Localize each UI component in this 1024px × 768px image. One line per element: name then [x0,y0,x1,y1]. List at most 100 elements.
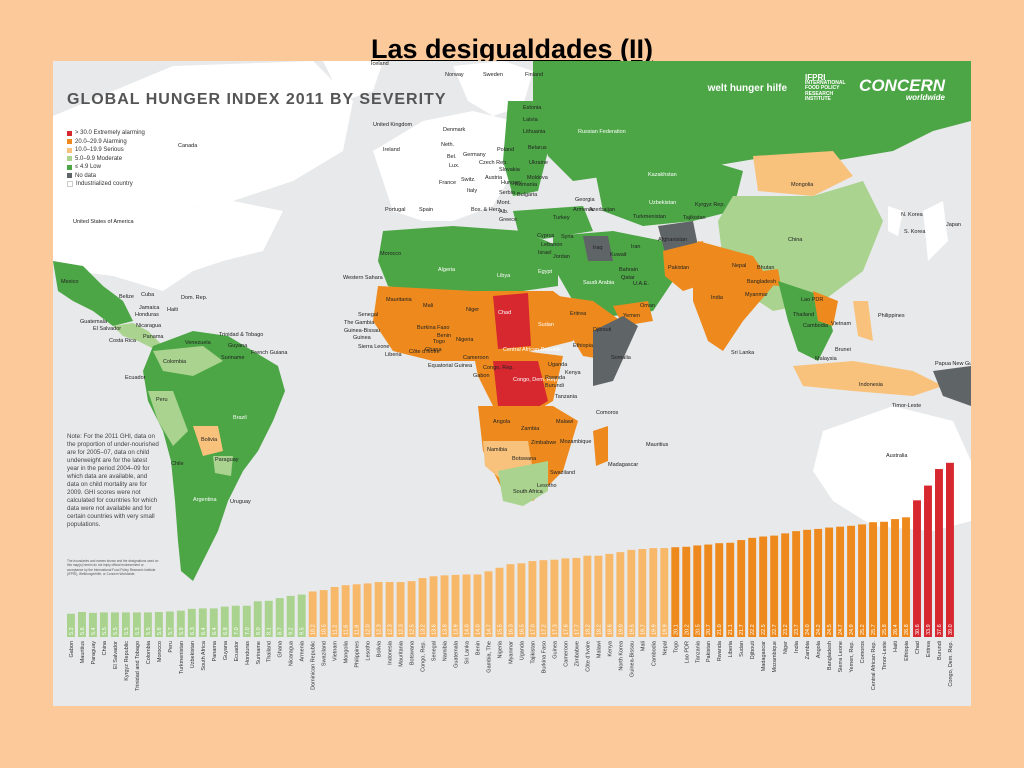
country-label: Timor-Leste [892,403,921,409]
legend-swatch [67,181,73,188]
ghi-bar [671,547,680,637]
ghi-bar [880,521,888,637]
bar-category-label: Comoros [860,641,866,664]
country-label: Lao PDR [801,297,823,303]
ghi-bar [154,611,163,637]
ghi-bar [165,611,174,637]
country-label: United Kingdom [373,122,413,128]
bar-value-label: 24.7 [838,624,844,635]
bar-value-label: 18.2 [596,624,602,635]
country-label: Bangladesh [747,279,776,285]
map-title: GLOBAL HUNGER INDEX 2011 BY SEVERITY [67,91,447,108]
bar-value-label: 25.7 [871,624,877,635]
ghi-bar [583,555,592,637]
bar-value-label: 19.9 [651,624,657,635]
chad-shape [493,293,531,349]
country-label: Spain [419,207,433,213]
country-label: Guinea-Bissau [344,328,380,334]
bar-category-label: Uzbekistan [190,641,196,668]
country-label: Poland [497,147,514,153]
ghi-bar [176,610,185,637]
country-label: Afghanistan [658,237,687,243]
ghi-bar [561,558,570,637]
country-label: South Africa [513,489,544,495]
ghi-bar [550,559,559,637]
bar-category-label: Mauritius [80,641,86,664]
bar-category-label: Mongolia [344,640,350,663]
turkey-shape [513,206,593,239]
bar-value-label: 21.1 [728,624,734,635]
country-label: India [711,295,724,301]
bar-value-label: 7.0 [234,627,240,635]
country-label: Belarus [528,145,547,151]
country-label: Zambia [521,426,540,432]
bar-value-label: 24.0 [805,624,811,635]
bar-value-label: 26.8 [904,624,910,635]
bar-value-label: 25.8 [882,624,888,635]
country-label: U.A.E. [633,281,649,287]
country-label: Eritrea [570,311,587,317]
country-label: Uruguay [230,499,251,505]
country-label: Nicaragua [136,323,162,329]
mexico-shape [53,261,133,326]
legend-item: > 30.0 Extremely alarming [67,129,145,138]
bar-category-label: Dominican Republic [311,641,317,690]
bar-value-label: 39.0 [948,624,954,635]
country-label: Bolivia [201,437,218,443]
ghi-bar [374,582,383,637]
country-label: Rwanda [545,375,566,381]
bar-value-label: 10.5 [322,624,328,635]
country-label: Cambodia [803,323,829,329]
bar-category-label: Djibouti [750,641,756,659]
country-label: Canada [178,143,198,149]
bar-category-label: China [102,640,108,655]
country-label: Gabon [473,373,490,379]
country-label: Paraguay [215,457,239,463]
ghi-bar [495,567,504,637]
country-label: Mexico [61,279,78,285]
bar-category-label: Bangladesh [827,641,833,670]
bar-value-label: 24.9 [849,624,855,635]
bar-value-label: 26.4 [893,624,899,635]
ghi-bar [220,606,229,637]
country-label: Turkey [553,215,570,221]
bar-category-label: Sudan [739,641,745,657]
country-label: Papua New Guinea [935,361,971,367]
bar-category-label: Nicaragua [289,640,295,666]
country-label: Nigeria [456,337,474,343]
bar-value-label: 21.7 [739,624,745,635]
country-label: Swaziland [550,470,575,476]
bar-category-label: Burkina Faso [541,641,547,673]
country-label: Botswana [512,456,537,462]
country-label: Chad [498,310,511,316]
laos-cambodia-shape [813,291,838,326]
bar-value-label: 5.4 [91,627,97,635]
legend-label: ≤ 4.9 Low [75,164,101,171]
bar-category-label: Guatemala [454,640,460,668]
country-label: Indonesia [859,382,884,388]
country-label: Madagascar [608,462,638,468]
bar-value-label: 20.2 [684,624,690,635]
bar-value-label: 20.5 [695,624,701,635]
country-label: Dom. Rep. [181,295,208,301]
bar-value-label: 5.5 [135,627,141,635]
bar-category-label: Colombia [146,640,152,664]
country-label: Lesotho [537,483,557,489]
ghi-bar [770,535,779,637]
bar-category-label: Philippines [355,641,361,668]
bar-value-label: 19.9 [662,624,668,635]
country-label: Austria [485,175,503,181]
bar-value-label: 21.0 [717,624,723,635]
legend-swatch [67,130,72,136]
bar-category-label: Congo, Dem. Rep. [948,641,954,687]
bar-value-label: 20.7 [706,624,712,635]
bar-category-label: Mauritania [399,640,405,667]
country-label: Azerbaijan [589,207,615,213]
country-label: Neth. [441,142,455,148]
ghi-bar [110,612,119,637]
country-label: Denmark [443,127,466,133]
country-label: Ukraine [529,160,548,166]
country-label: Sweden [483,72,503,78]
bar-value-label: 24.5 [827,624,833,635]
country-label: Kenya [565,370,582,376]
